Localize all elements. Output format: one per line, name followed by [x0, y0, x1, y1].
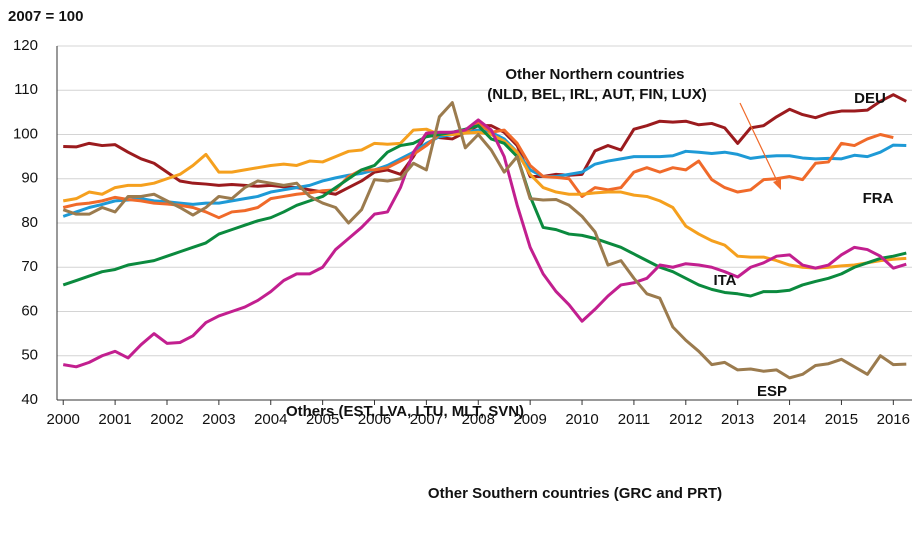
y-tick-label: 100 [13, 125, 38, 142]
x-tick-label: 2009 [513, 411, 546, 428]
grid [57, 45, 912, 401]
x-tick-label: 2004 [254, 411, 287, 428]
y-tick-label: 80 [21, 214, 38, 231]
x-tick-label: 2010 [565, 411, 598, 428]
chart-subtitle: 2007 = 100 [8, 8, 84, 25]
x-tick-label: 2012 [669, 411, 702, 428]
y-tick-label: 120 [13, 37, 38, 54]
x-tick-label: 2007 [410, 411, 443, 428]
y-tick-label: 110 [14, 81, 38, 98]
x-tick-label: 2006 [358, 411, 391, 428]
series-label: Other Northern countries (NLD, BEL, IRL,… [487, 66, 706, 103]
series-label: DEU [854, 90, 886, 107]
series-label: ESP [757, 383, 787, 400]
lines [62, 93, 907, 380]
annotation-arrow [739, 102, 779, 184]
x-tick-label: 2001 [98, 411, 131, 428]
series-line [62, 118, 907, 369]
y-tick-label: 70 [21, 258, 38, 275]
y-tick-label: 90 [21, 170, 38, 187]
y-tick-label: 40 [21, 391, 38, 408]
series-line [62, 124, 907, 298]
x-tick-label: 2005 [306, 411, 339, 428]
series-line [62, 101, 907, 380]
x-tick-label: 2011 [618, 411, 650, 428]
x-tick-label: 2000 [47, 411, 80, 428]
x-tick-label: 2003 [202, 411, 235, 428]
y-tick-label: 60 [21, 302, 38, 319]
series-label: ITA [713, 272, 736, 289]
x-tick-label: 2016 [877, 411, 910, 428]
series-label: Other Southern countries (GRC and PRT) [428, 485, 722, 502]
x-tick-label: 2013 [721, 411, 754, 428]
arrow-head [773, 179, 781, 190]
x-tick-label: 2002 [150, 411, 183, 428]
y-tick-label: 50 [21, 347, 38, 364]
series-label: FRA [863, 190, 894, 207]
x-tick-label: 2008 [462, 411, 495, 428]
x-tick-label: 2014 [773, 411, 806, 428]
series-label: Others (EST, LVA, LTU, MLT, SVN) [286, 403, 524, 420]
x-tick-label: 2015 [825, 411, 858, 428]
